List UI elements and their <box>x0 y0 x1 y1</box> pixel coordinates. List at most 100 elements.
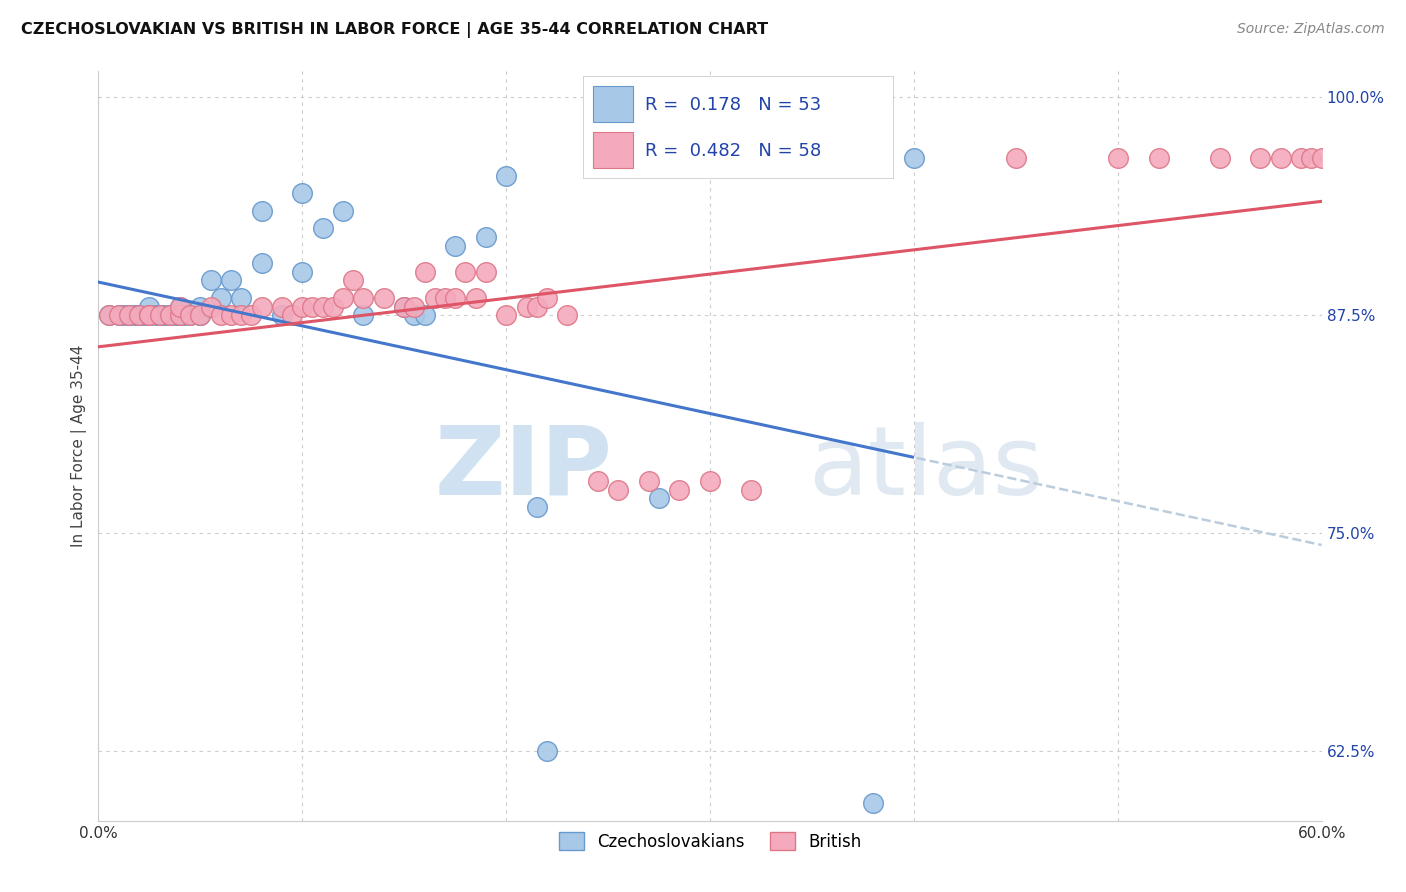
Point <box>474 230 498 244</box>
Point <box>188 308 212 322</box>
Point <box>862 796 884 810</box>
Point <box>526 300 548 314</box>
Point <box>124 308 146 322</box>
Point <box>373 291 395 305</box>
Point <box>219 308 242 322</box>
Point <box>637 474 661 488</box>
Point <box>464 291 486 305</box>
Point <box>149 308 172 322</box>
Point <box>138 308 160 322</box>
Point <box>250 300 273 314</box>
Point <box>434 291 457 305</box>
Point <box>108 308 131 322</box>
Point <box>132 308 155 322</box>
Point <box>118 308 141 322</box>
Point <box>108 308 131 322</box>
Text: Source: ZipAtlas.com: Source: ZipAtlas.com <box>1237 22 1385 37</box>
Point <box>903 152 925 166</box>
Point <box>169 308 191 322</box>
Point <box>536 291 558 305</box>
Point <box>1107 152 1129 166</box>
Point <box>495 169 517 183</box>
Point <box>250 256 273 270</box>
Point <box>404 300 426 314</box>
FancyBboxPatch shape <box>593 132 633 168</box>
Point <box>152 308 174 322</box>
Point <box>516 300 538 314</box>
Point <box>1301 152 1323 166</box>
Point <box>1004 152 1026 166</box>
Point <box>322 300 344 314</box>
Point <box>149 308 172 322</box>
Point <box>1249 152 1271 166</box>
Point <box>392 300 416 314</box>
Text: atlas: atlas <box>808 422 1043 515</box>
Point <box>1209 152 1232 166</box>
Point <box>291 265 314 279</box>
Point <box>149 308 172 322</box>
Point <box>169 300 191 314</box>
FancyBboxPatch shape <box>593 87 633 122</box>
Point <box>169 308 191 322</box>
Point <box>668 483 690 497</box>
Point <box>138 308 160 322</box>
Point <box>173 308 195 322</box>
Point <box>352 308 374 322</box>
Point <box>159 308 181 322</box>
Point <box>270 308 294 322</box>
Point <box>454 265 477 279</box>
Point <box>188 308 212 322</box>
Point <box>240 308 263 322</box>
Point <box>231 291 253 305</box>
Point <box>291 186 314 201</box>
Point <box>404 308 426 322</box>
Point <box>97 308 120 322</box>
Point <box>179 308 201 322</box>
Point <box>1291 152 1313 166</box>
Point <box>128 308 150 322</box>
Y-axis label: In Labor Force | Age 35-44: In Labor Force | Age 35-44 <box>72 345 87 547</box>
Point <box>474 265 498 279</box>
Text: CZECHOSLOVAKIAN VS BRITISH IN LABOR FORCE | AGE 35-44 CORRELATION CHART: CZECHOSLOVAKIAN VS BRITISH IN LABOR FORC… <box>21 22 768 38</box>
Point <box>169 308 191 322</box>
Point <box>219 273 242 287</box>
Point <box>165 308 187 322</box>
Point <box>231 308 253 322</box>
Point <box>128 308 150 322</box>
Text: R =  0.482   N = 58: R = 0.482 N = 58 <box>645 142 821 160</box>
Point <box>118 308 141 322</box>
Point <box>1270 152 1292 166</box>
Point <box>444 291 467 305</box>
Point <box>209 291 232 305</box>
Point <box>159 308 181 322</box>
Text: R =  0.178   N = 53: R = 0.178 N = 53 <box>645 95 821 113</box>
Point <box>270 300 294 314</box>
Point <box>149 308 172 322</box>
Point <box>138 300 160 314</box>
Point <box>169 300 191 314</box>
Point <box>188 308 212 322</box>
Point <box>250 203 273 218</box>
Point <box>444 238 467 252</box>
Point <box>149 308 172 322</box>
Point <box>586 474 609 488</box>
Point <box>392 300 416 314</box>
Point <box>332 291 354 305</box>
Point <box>413 308 436 322</box>
Point <box>342 273 364 287</box>
Point <box>301 300 323 314</box>
Point <box>128 308 150 322</box>
Point <box>159 308 181 322</box>
Point <box>1147 152 1170 166</box>
Point <box>281 308 304 322</box>
Point <box>699 474 721 488</box>
Point <box>200 300 222 314</box>
Point <box>648 491 671 506</box>
Point <box>188 300 212 314</box>
Text: ZIP: ZIP <box>434 422 612 515</box>
Point <box>1310 152 1333 166</box>
Point <box>536 744 558 758</box>
Point <box>200 273 222 287</box>
Point <box>97 308 120 322</box>
Point <box>312 300 335 314</box>
